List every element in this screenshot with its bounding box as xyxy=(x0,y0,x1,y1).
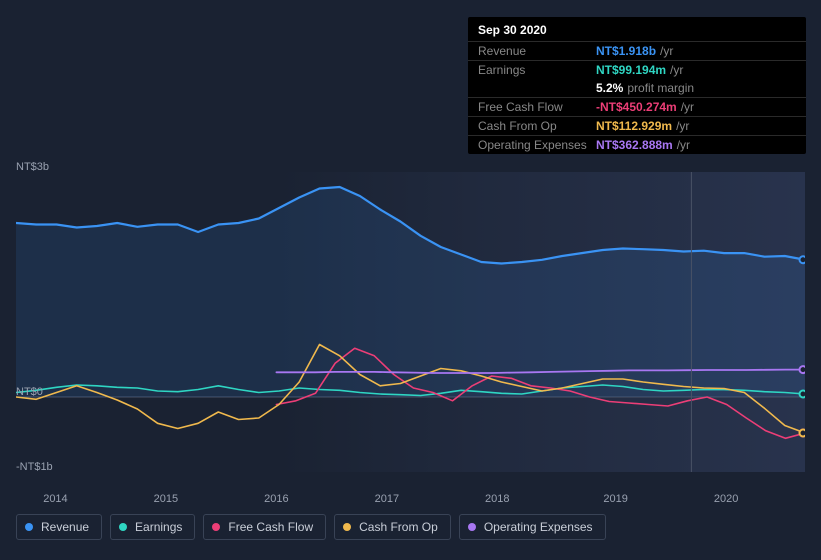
tooltip-row-value: NT$1.918b xyxy=(596,44,656,58)
legend-item-label: Cash From Op xyxy=(359,520,438,534)
chart-tooltip: Sep 30 2020RevenueNT$1.918b/yrEarningsNT… xyxy=(468,17,806,154)
tooltip-row-unit: /yr xyxy=(677,138,690,152)
legend-dot-icon xyxy=(25,523,33,531)
y-axis-label: -NT$1b xyxy=(16,461,53,473)
x-axis-label: 2020 xyxy=(714,493,738,505)
legend-item[interactable]: Cash From Op xyxy=(334,514,451,540)
legend-item[interactable]: Free Cash Flow xyxy=(203,514,326,540)
tooltip-row-value: NT$362.888m xyxy=(596,138,673,152)
tooltip-date: Sep 30 2020 xyxy=(468,17,806,41)
x-axis-label: 2017 xyxy=(375,493,399,505)
tooltip-row-value: NT$99.194m xyxy=(596,63,666,77)
tooltip-row: Free Cash Flow-NT$450.274m/yr xyxy=(468,97,806,116)
chart-legend: Revenue Earnings Free Cash Flow Cash From O… xyxy=(16,514,805,540)
x-axis-label: 2016 xyxy=(264,493,288,505)
y-axis-label: NT$0 xyxy=(16,386,43,398)
legend-item-label: Operating Expenses xyxy=(484,520,593,534)
tooltip-row-label: Cash From Op xyxy=(478,119,596,133)
chart-area[interactable]: NT$3b NT$0 -NT$1b xyxy=(16,155,805,475)
tooltip-row-label: Operating Expenses xyxy=(478,138,596,152)
tooltip-row-label: Free Cash Flow xyxy=(478,100,596,114)
tooltip-row-unit: /yr xyxy=(676,119,689,133)
x-axis-label: 2019 xyxy=(603,493,627,505)
tooltip-row-unit: /yr xyxy=(660,44,673,58)
legend-dot-icon xyxy=(468,523,476,531)
legend-item[interactable]: Revenue xyxy=(16,514,102,540)
tooltip-row: EarningsNT$99.194m/yr xyxy=(468,60,806,79)
y-axis-label: NT$3b xyxy=(16,161,49,173)
tooltip-row: 5.2% profit margin xyxy=(468,79,806,97)
tooltip-row-value: 5.2% xyxy=(596,81,623,95)
legend-item-label: Free Cash Flow xyxy=(228,520,313,534)
tooltip-row-unit: profit margin xyxy=(627,81,694,95)
tooltip-row-label: Revenue xyxy=(478,44,596,58)
tooltip-row-value: NT$112.929m xyxy=(596,119,672,133)
tooltip-row-label xyxy=(478,81,596,95)
legend-dot-icon xyxy=(343,523,351,531)
legend-item-label: Earnings xyxy=(135,520,182,534)
x-axis-label: 2018 xyxy=(485,493,509,505)
legend-item[interactable]: Operating Expenses xyxy=(459,514,606,540)
x-axis-label: 2015 xyxy=(154,493,178,505)
tooltip-row: Cash From OpNT$112.929m/yr xyxy=(468,116,806,135)
chart-svg xyxy=(16,172,805,472)
tooltip-row-value: -NT$450.274m xyxy=(596,100,677,114)
x-axis-labels: 2014 2015 2016 2017 2018 2019 2020 xyxy=(16,493,805,507)
legend-dot-icon xyxy=(119,523,127,531)
tooltip-row-label: Earnings xyxy=(478,63,596,77)
legend-dot-icon xyxy=(212,523,220,531)
tooltip-row-unit: /yr xyxy=(681,100,694,114)
tooltip-row: RevenueNT$1.918b/yr xyxy=(468,41,806,60)
x-axis-label: 2014 xyxy=(43,493,67,505)
tooltip-row: Operating ExpensesNT$362.888m/yr xyxy=(468,135,806,154)
legend-item-label: Revenue xyxy=(41,520,89,534)
legend-item[interactable]: Earnings xyxy=(110,514,195,540)
tooltip-row-unit: /yr xyxy=(670,63,683,77)
